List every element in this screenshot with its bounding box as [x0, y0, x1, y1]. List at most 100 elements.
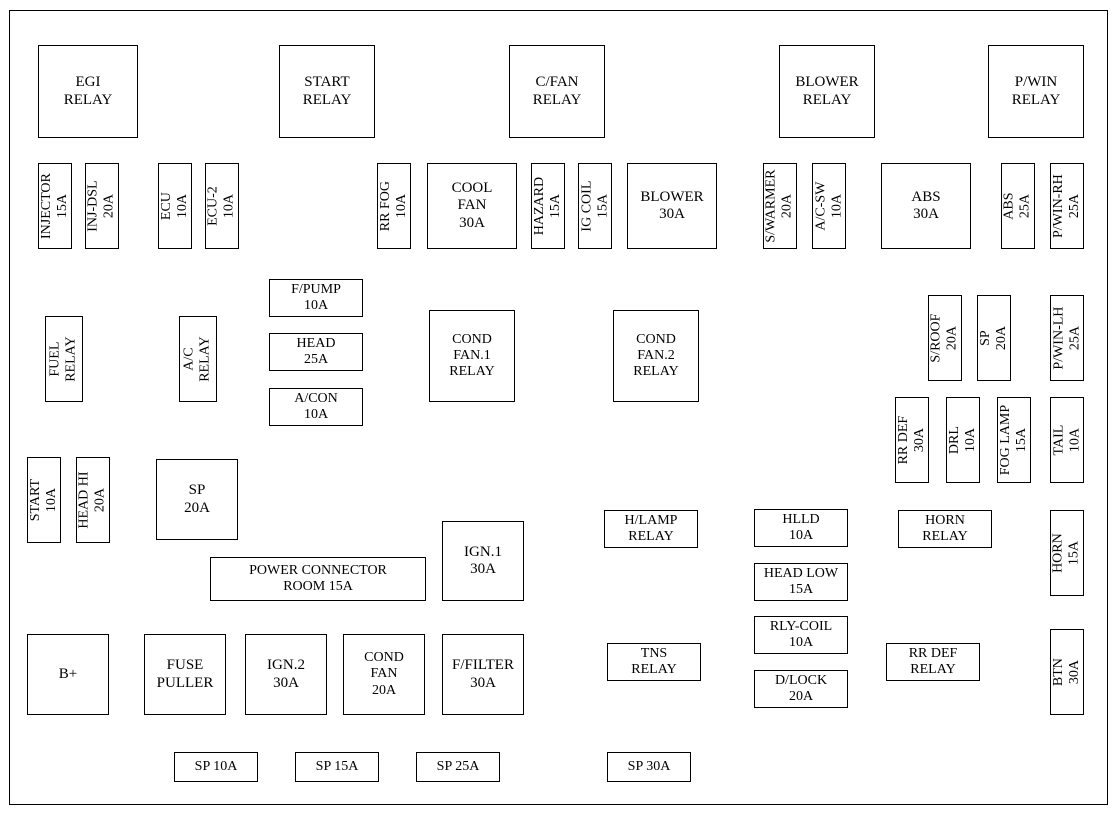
- relay-fuel-line-1: RELAY: [64, 336, 80, 381]
- fuse-injector-line-1: 15A: [55, 194, 71, 218]
- relay-cond-fan1-line-2: RELAY: [449, 364, 494, 380]
- fuse-sp-20h-line-0: SP: [189, 482, 206, 499]
- fuse-swarmer-line-1: 20A: [780, 194, 796, 218]
- relay-cfan-line-1: RELAY: [533, 92, 582, 109]
- fuse-head-low-line-0: HEAD LOW: [764, 566, 838, 582]
- fuse-drl-line-0: DRL: [947, 426, 963, 454]
- fuse-blower-line-1: 30A: [659, 206, 685, 223]
- fuse-pwin-rh: P/WIN-RH25A: [1050, 163, 1084, 249]
- fuse-rrdef-30v: RR DEF30A: [895, 397, 929, 483]
- fuse-head-low: HEAD LOW15A: [754, 563, 848, 601]
- power-connector: POWER CONNECTORROOM 15A: [210, 557, 426, 601]
- fuse-ign2-line-1: 30A: [273, 675, 299, 692]
- fuse-abs-25: ABS25A: [1001, 163, 1035, 249]
- box-fuse-puller: FUSEPULLER: [144, 634, 226, 715]
- fuse-pwin-rh-line-1: 25A: [1067, 194, 1083, 218]
- fuse-drl: DRL10A: [946, 397, 980, 483]
- relay-hlamp-line-1: RELAY: [628, 529, 673, 545]
- relay-tns-line-0: TNS: [641, 646, 667, 662]
- fuse-ecu-2-line-1: 10A: [222, 194, 238, 218]
- relay-egi: EGIRELAY: [38, 45, 138, 138]
- fuse-horn-line-0: HORN: [1051, 533, 1067, 573]
- fuse-ig-coil: IG COIL15A: [578, 163, 612, 249]
- relay-cfan-line-0: C/FAN: [535, 74, 578, 91]
- relay-rr-def-line-1: RELAY: [910, 662, 955, 678]
- fuse-cool-fan: COOLFAN30A: [427, 163, 517, 249]
- fuse-sp-25a-line-0: SP 25A: [437, 759, 480, 775]
- relay-hlamp: H/LAMPRELAY: [604, 510, 698, 548]
- fuse-tail-line-0: TAIL: [1051, 425, 1067, 456]
- fuse-hazard-line-1: 15A: [548, 194, 564, 218]
- relay-horn: HORNRELAY: [898, 510, 992, 548]
- fuse-fpump-line-1: 10A: [304, 298, 328, 314]
- fuse-rr-fog: RR FOG10A: [377, 163, 411, 249]
- fuse-rr-fog-line-0: RR FOG: [378, 181, 394, 231]
- relay-cond-fan1-line-0: COND: [452, 332, 492, 348]
- relay-tns-line-1: RELAY: [631, 662, 676, 678]
- fuse-blower: BLOWER30A: [627, 163, 717, 249]
- fuse-cond-fan-line-0: COND: [364, 650, 404, 666]
- fuse-sp-20h-line-1: 20A: [184, 500, 210, 517]
- fuse-ign2-line-0: IGN.2: [267, 657, 305, 674]
- relay-horn-line-0: HORN: [925, 513, 965, 529]
- fuse-cool-fan-line-0: COOL: [452, 180, 493, 197]
- box-b-plus: B+: [27, 634, 109, 715]
- relay-pwin: P/WINRELAY: [988, 45, 1084, 138]
- fuse-swarmer: S/WARMER20A: [763, 163, 797, 249]
- fuse-cond-fan: CONDFAN20A: [343, 634, 425, 715]
- fuse-head-25: HEAD25A: [269, 333, 363, 371]
- fuse-ign1: IGN.130A: [442, 521, 524, 601]
- relay-pwin-line-0: P/WIN: [1015, 74, 1058, 91]
- fuse-fog-lamp-line-1: 15A: [1014, 428, 1030, 452]
- fuse-ffilter-line-1: 30A: [470, 675, 496, 692]
- fuse-btn: BTN30A: [1050, 629, 1084, 715]
- fuse-horn: HORN15A: [1050, 510, 1084, 596]
- fuse-pwin-lh: P/WIN-LH25A: [1050, 295, 1084, 381]
- fuse-hazard: HAZARD15A: [531, 163, 565, 249]
- fuse-drl-line-1: 10A: [963, 428, 979, 452]
- fuse-cond-fan-line-1: FAN: [371, 666, 398, 682]
- fuse-head-hi-line-0: HEAD HI: [77, 471, 93, 528]
- fuse-sp-30a-line-0: SP 30A: [628, 759, 671, 775]
- fuse-blower-line-0: BLOWER: [640, 189, 703, 206]
- relay-blower-line-1: RELAY: [803, 92, 852, 109]
- relay-rr-def: RR DEFRELAY: [886, 643, 980, 681]
- relay-cond-fan2-line-1: FAN.2: [637, 348, 674, 364]
- relay-ac-line-0: A/C: [182, 347, 198, 370]
- relay-cond-fan1-line-1: FAN.1: [453, 348, 490, 364]
- power-connector-line-1: ROOM 15A: [283, 579, 353, 595]
- fuse-fog-lamp-line-0: FOG LAMP: [998, 405, 1014, 475]
- box-fuse-puller-line-1: PULLER: [157, 675, 214, 692]
- fuse-hlld: HLLD10A: [754, 509, 848, 547]
- power-connector-line-0: POWER CONNECTOR: [249, 563, 387, 579]
- fuse-btn-line-0: BTN: [1051, 658, 1067, 686]
- relay-cond-fan1: CONDFAN.1RELAY: [429, 310, 515, 402]
- fuse-ign1-line-0: IGN.1: [464, 544, 502, 561]
- fuse-rly-coil: RLY-COIL10A: [754, 616, 848, 654]
- fuse-abs-30: ABS30A: [881, 163, 971, 249]
- fuse-rly-coil-line-1: 10A: [789, 635, 813, 651]
- fuse-hazard-line-0: HAZARD: [532, 177, 548, 235]
- fuse-dlock-line-1: 20A: [789, 689, 813, 705]
- fuse-abs-30-line-1: 30A: [913, 206, 939, 223]
- relay-start-top: STARTRELAY: [279, 45, 375, 138]
- fuse-ig-coil-line-0: IG COIL: [579, 181, 595, 232]
- relay-blower-line-0: BLOWER: [795, 74, 858, 91]
- fuse-ac-sw-line-1: 10A: [829, 194, 845, 218]
- fuse-hlld-line-0: HLLD: [782, 512, 819, 528]
- relay-rr-def-line-0: RR DEF: [909, 646, 958, 662]
- fuse-sp-20v-line-0: SP: [978, 330, 994, 346]
- fuse-pwin-lh-line-1: 25A: [1067, 326, 1083, 350]
- relay-ac: A/CRELAY: [179, 316, 217, 402]
- fuse-head-25-line-1: 25A: [304, 352, 328, 368]
- fuse-sp-10a: SP 10A: [174, 752, 258, 782]
- fuse-dlock: D/LOCK20A: [754, 670, 848, 708]
- fuse-dlock-line-0: D/LOCK: [775, 673, 827, 689]
- fuse-horn-line-1: 15A: [1067, 541, 1083, 565]
- fuse-sp-30a: SP 30A: [607, 752, 691, 782]
- relay-blower: BLOWERRELAY: [779, 45, 875, 138]
- fuse-ign2: IGN.230A: [245, 634, 327, 715]
- relay-cond-fan2-line-0: COND: [636, 332, 676, 348]
- fuse-hlld-line-1: 10A: [789, 528, 813, 544]
- fuse-ecu: ECU10A: [158, 163, 192, 249]
